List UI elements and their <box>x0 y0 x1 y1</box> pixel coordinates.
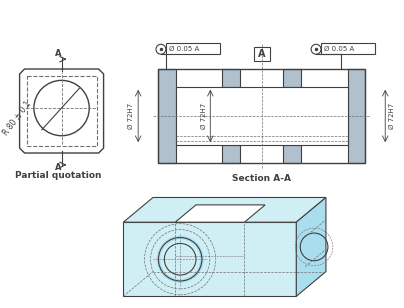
Text: Ø 72H7: Ø 72H7 <box>128 103 134 129</box>
Text: Ø 72H7: Ø 72H7 <box>389 103 395 129</box>
Text: Partial quotation: Partial quotation <box>15 171 101 180</box>
Text: A: A <box>258 49 265 59</box>
Polygon shape <box>123 222 296 296</box>
Bar <box>176 87 348 145</box>
Text: Ø 72H7: Ø 72H7 <box>200 103 206 129</box>
Text: R 80 ± 0.1: R 80 ± 0.1 <box>2 99 34 137</box>
Bar <box>166 43 220 54</box>
Text: A: A <box>55 163 61 172</box>
Polygon shape <box>123 197 326 222</box>
Bar <box>222 69 240 87</box>
Bar <box>284 145 301 163</box>
Bar <box>284 69 301 87</box>
Bar <box>348 69 366 163</box>
Polygon shape <box>175 205 265 222</box>
Text: Section A-A: Section A-A <box>232 174 291 183</box>
Text: Ø 0.05 A: Ø 0.05 A <box>324 46 354 52</box>
Bar <box>321 43 375 54</box>
Text: Ø 0.05 A: Ø 0.05 A <box>169 46 199 52</box>
Bar <box>158 69 176 163</box>
Bar <box>222 145 240 163</box>
Text: A: A <box>55 49 61 58</box>
Polygon shape <box>296 197 326 296</box>
Bar <box>158 69 366 163</box>
Bar <box>254 47 269 61</box>
